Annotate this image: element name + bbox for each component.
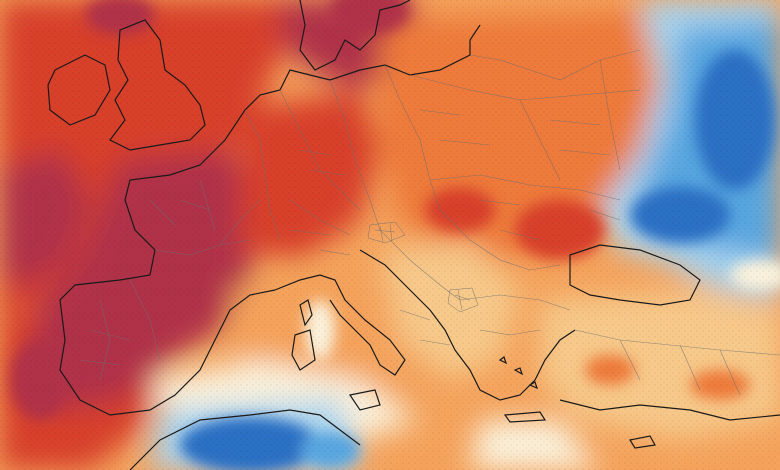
coast-crete [503,411,547,423]
coast-black-sea [569,244,701,306]
coast-ireland [47,54,111,126]
coastlines [47,0,780,470]
coast-north-africa [129,409,361,470]
coast-italy [274,274,406,376]
coast-iberia-mediterranean [109,289,276,416]
coast-sicily [349,389,381,411]
coast-great-britain [109,19,206,151]
coast-turkey-south [559,399,780,421]
coast-scandinavia [299,0,411,71]
coast-cyprus [629,435,656,449]
admin-borders [79,49,780,396]
coast-greek-islands [498,356,538,390]
coast-adriatic-balkans [359,249,576,401]
regional-detail [367,221,479,313]
coast-continental-atlantic [59,24,481,416]
coast-corsica [299,299,313,327]
coast-sardinia [291,329,316,371]
